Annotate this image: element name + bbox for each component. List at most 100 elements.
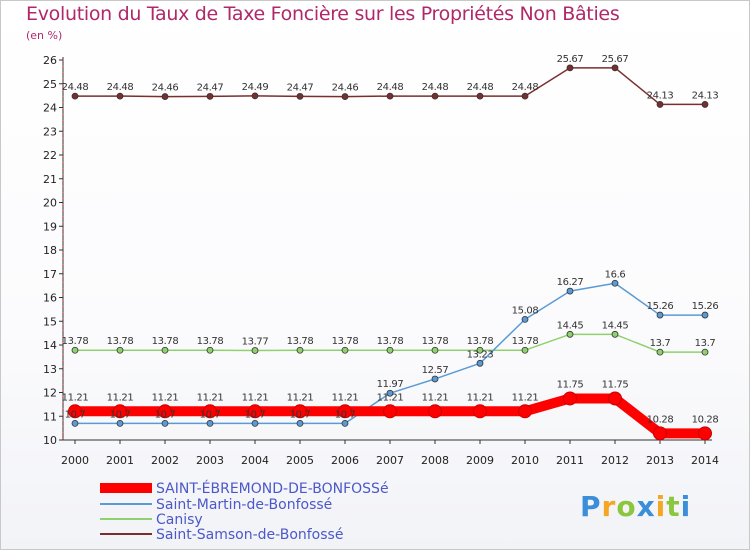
x-tick-label: 2009 xyxy=(466,454,494,467)
data-label: 13.78 xyxy=(377,336,404,347)
data-point xyxy=(338,404,352,419)
y-tick-label: 10 xyxy=(43,434,57,447)
data-point xyxy=(206,346,214,354)
data-point xyxy=(521,315,529,323)
y-tick-label: 16 xyxy=(43,292,57,305)
data-point xyxy=(611,330,619,338)
data-label: 13.78 xyxy=(197,336,224,347)
data-point xyxy=(476,92,484,100)
data-point xyxy=(248,404,262,419)
data-point xyxy=(701,348,709,356)
data-point xyxy=(293,404,307,419)
data-label: 11.21 xyxy=(287,392,314,403)
data-label: 10.7 xyxy=(200,409,221,420)
data-label: 24.46 xyxy=(152,83,179,94)
data-point xyxy=(71,346,79,354)
data-point xyxy=(206,419,214,427)
data-point xyxy=(656,348,664,356)
x-tick-label: 2013 xyxy=(646,454,674,467)
x-tick-label: 2011 xyxy=(556,454,584,467)
data-label: 24.48 xyxy=(467,82,494,93)
y-tick-label: 25 xyxy=(43,78,57,91)
data-point xyxy=(71,92,79,100)
logo-letter: r xyxy=(601,490,617,523)
data-point xyxy=(476,346,484,354)
data-point xyxy=(431,92,439,100)
data-label: 24.49 xyxy=(242,82,269,93)
data-label: 11.21 xyxy=(512,392,539,403)
data-label: 16.6 xyxy=(605,269,626,280)
data-label: 11.21 xyxy=(377,392,404,403)
data-label: 24.46 xyxy=(332,83,359,94)
data-label: 13.78 xyxy=(467,336,494,347)
data-label: 13.78 xyxy=(107,336,134,347)
data-label: 11.21 xyxy=(62,392,89,403)
data-label: 13.23 xyxy=(467,349,494,360)
data-point xyxy=(611,64,619,72)
data-label: 24.13 xyxy=(647,90,674,101)
legend: SAINT-ÉBREMOND-DE-BONFOSSéSaint-Martin-d… xyxy=(100,480,389,543)
data-point xyxy=(296,92,304,100)
series-saint-samson-de-bonfosse xyxy=(71,64,709,108)
data-point xyxy=(341,93,349,100)
y-tick-label: 13 xyxy=(43,363,57,376)
data-label: 13.78 xyxy=(287,336,314,347)
legend-label: Saint-Martin-de-Bonfossé xyxy=(156,497,332,513)
data-point xyxy=(566,330,574,338)
logo-letter: i xyxy=(680,490,692,523)
data-point xyxy=(563,391,577,406)
data-point xyxy=(518,404,532,419)
data-point xyxy=(521,346,529,354)
data-point xyxy=(116,346,124,354)
data-point xyxy=(431,375,439,383)
data-label: 11.21 xyxy=(242,392,269,403)
data-label: 10.28 xyxy=(692,414,719,425)
data-point xyxy=(206,92,214,100)
data-point xyxy=(251,347,259,354)
series-saint-martin-de-bonfosse xyxy=(71,279,709,427)
data-label: 13.7 xyxy=(695,338,716,349)
x-tick-label: 2004 xyxy=(241,454,269,467)
data-label: 15.26 xyxy=(647,301,674,312)
data-point xyxy=(386,346,394,354)
x-tick-label: 2006 xyxy=(331,454,359,467)
data-point xyxy=(113,404,127,419)
data-label: 11.21 xyxy=(332,392,359,403)
data-point xyxy=(656,101,664,108)
data-label: 13.77 xyxy=(242,336,269,347)
data-label: 11.75 xyxy=(557,379,584,390)
data-point xyxy=(476,359,484,367)
data-label: 10.7 xyxy=(65,409,86,420)
x-tick-label: 2003 xyxy=(196,454,224,467)
data-label: 11.21 xyxy=(152,392,179,403)
logo-letter: i xyxy=(655,490,667,523)
data-label: 15.26 xyxy=(692,301,719,312)
data-point xyxy=(428,404,442,419)
data-label: 10.7 xyxy=(335,409,356,420)
y-axis-unit-label: (en %) xyxy=(26,29,63,42)
y-tick-label: 26 xyxy=(43,54,57,67)
data-label: 14.45 xyxy=(557,320,584,331)
data-label: 24.47 xyxy=(287,82,314,93)
data-label: 24.13 xyxy=(692,90,719,101)
y-tick-label: 22 xyxy=(43,149,57,162)
x-tick-label: 2007 xyxy=(376,454,404,467)
legend-label: Canisy xyxy=(156,512,203,528)
y-tick-label: 20 xyxy=(43,197,57,210)
x-tick-label: 2012 xyxy=(601,454,629,467)
y-tick-label: 15 xyxy=(43,315,57,328)
data-point xyxy=(161,93,169,100)
data-label: 11.21 xyxy=(107,392,134,403)
legend-label: SAINT-ÉBREMOND-DE-BONFOSSé xyxy=(156,480,389,497)
data-label: 10.28 xyxy=(647,414,674,425)
data-label: 11.75 xyxy=(602,379,629,390)
data-label: 25.67 xyxy=(602,54,629,65)
data-label: 24.48 xyxy=(422,82,449,93)
data-label: 13.78 xyxy=(422,336,449,347)
data-label: 10.7 xyxy=(155,409,176,420)
x-tick-label: 2005 xyxy=(286,454,314,467)
y-tick-label: 19 xyxy=(43,220,57,233)
data-point xyxy=(161,346,169,354)
y-tick-label: 12 xyxy=(43,387,57,400)
